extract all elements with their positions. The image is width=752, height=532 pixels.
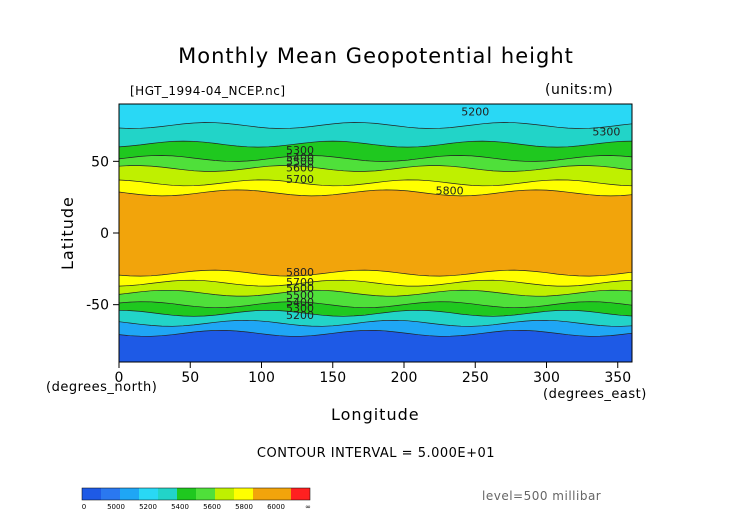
colorbar-swatch — [196, 488, 215, 500]
colorbar-swatch — [272, 488, 291, 500]
contour-line-6 — [118, 189, 633, 197]
contour-line-12 — [118, 319, 633, 327]
colorbar-tick-label: 6000 — [267, 503, 285, 511]
colorbar-swatch — [158, 488, 177, 500]
contour-label: 5600 — [286, 282, 314, 295]
contour-line-9 — [118, 289, 633, 297]
band-10 — [119, 301, 632, 317]
colorbar-swatch — [234, 488, 253, 500]
contour-label: 5700 — [286, 276, 314, 289]
band-12 — [119, 320, 632, 337]
band-4 — [119, 165, 632, 186]
contour-line-7 — [118, 269, 633, 277]
contour-label: 5200 — [461, 105, 489, 118]
level-text: level=500 millibar — [482, 489, 602, 503]
contour-label: 5400 — [286, 296, 314, 309]
contour-line-4 — [118, 165, 633, 172]
x-tick-label: 150 — [319, 370, 346, 386]
contour-label: 5500 — [286, 289, 314, 302]
band-6 — [119, 190, 632, 277]
x-tick-label: 100 — [248, 370, 275, 386]
x-tick-label: 250 — [462, 370, 489, 386]
band-3 — [119, 155, 632, 172]
contour-label: 5200 — [286, 309, 314, 322]
colorbar-tick-label: 5000 — [107, 503, 125, 511]
chart-subtitle: [HGT_1994-04_NCEP.nc] — [130, 84, 286, 98]
contour-label: 5800 — [286, 266, 314, 279]
colorbar-swatch — [82, 488, 101, 500]
x-tick-label: 0 — [115, 370, 124, 386]
colorbar-tick-label: 5200 — [139, 503, 157, 511]
x-tick-label: 200 — [391, 370, 418, 386]
contour-line-3 — [118, 155, 633, 162]
y-unit-label: (degrees_north) — [46, 380, 158, 395]
contour-label: 5300 — [286, 144, 314, 157]
contour-label: 5500 — [286, 156, 314, 169]
contour-label: 5600 — [286, 161, 314, 174]
contour-line-13 — [118, 330, 633, 337]
contour-label: 5300 — [592, 126, 620, 139]
band-11 — [119, 310, 632, 327]
contour-label: 5700 — [286, 173, 314, 186]
band-13 — [119, 330, 632, 362]
y-tick-label: 0 — [100, 226, 109, 242]
chart-title: Monthly Mean Geopotential height — [178, 44, 574, 68]
units-label: (units:m) — [545, 82, 614, 98]
contour-line-10 — [118, 301, 633, 309]
y-tick-label: 50 — [91, 154, 109, 170]
band-8 — [119, 280, 632, 297]
contour-line-2 — [118, 140, 633, 148]
colorbar-tick-label: 5600 — [203, 503, 221, 511]
colorbar-tick-label: 5400 — [171, 503, 189, 511]
contour-line-1 — [118, 122, 633, 129]
colorbar-tick-label: ∞ — [305, 503, 311, 511]
x-tick-label: 350 — [604, 370, 631, 386]
colorbar-swatch — [101, 488, 120, 500]
colorbar-swatch — [215, 488, 234, 500]
contour-line-5 — [118, 179, 633, 187]
colorbar-swatch — [120, 488, 139, 500]
y-axis-label: Latitude — [58, 196, 77, 270]
band-7 — [119, 270, 632, 287]
x-axis-label: Longitude — [331, 405, 420, 424]
band-1 — [119, 122, 632, 147]
colorbar-swatch — [291, 488, 310, 500]
colorbar-frame — [81, 487, 311, 501]
contour-label: 5800 — [436, 184, 464, 197]
band-9 — [119, 290, 632, 308]
colorbar-swatch — [177, 488, 196, 500]
band-2 — [119, 141, 632, 162]
contour-label: 5400 — [286, 151, 314, 164]
contour-interval-text: CONTOUR INTERVAL = 5.000E+01 — [256, 446, 496, 461]
y-tick-label: -50 — [86, 298, 109, 314]
x-tick-label: 50 — [181, 370, 199, 386]
colorbar-tick-label: 5800 — [235, 503, 253, 511]
contour-label: 5300 — [286, 302, 314, 315]
x-unit-label: (degrees_east) — [543, 387, 647, 402]
x-tick-label: 300 — [533, 370, 560, 386]
contour-line-8 — [118, 279, 633, 287]
colorbar-tick-label: 0 — [82, 503, 86, 511]
colorbar-swatch — [253, 488, 272, 500]
contour-line-11 — [118, 309, 633, 317]
colorbar-swatch — [139, 488, 158, 500]
